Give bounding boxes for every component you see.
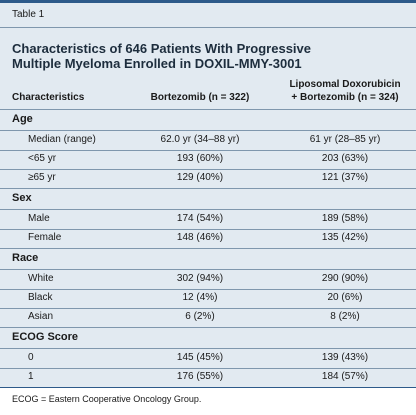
row-rule bbox=[0, 289, 416, 290]
row-rule bbox=[0, 308, 416, 309]
cell: 129 (40%) bbox=[176, 172, 224, 183]
row-rule bbox=[0, 269, 416, 270]
cell: 203 (63%) bbox=[321, 153, 369, 164]
section-heading: Race bbox=[12, 252, 39, 265]
table-title: Multiple Myeloma Enrolled in DOXIL-MMY-3… bbox=[12, 55, 302, 71]
footnote: ECOG = Eastern Cooperative Oncology Grou… bbox=[12, 393, 202, 404]
column-header: + Bortezomib (n = 324) bbox=[291, 92, 399, 103]
cell: 20 (6%) bbox=[327, 292, 363, 303]
cell: 62.0 yr (34–88 yr) bbox=[160, 134, 240, 145]
row-rule bbox=[0, 229, 416, 230]
cell: 145 (45%) bbox=[176, 352, 224, 363]
row-label: Male bbox=[28, 213, 50, 224]
cell: 302 (94%) bbox=[176, 273, 224, 284]
cell: 193 (60%) bbox=[176, 153, 224, 164]
cell: 184 (57%) bbox=[321, 371, 369, 382]
cell: 148 (46%) bbox=[176, 232, 224, 243]
table-panel bbox=[0, 0, 416, 387]
row-label: Female bbox=[28, 232, 62, 243]
column-header: Liposomal Doxorubicin bbox=[289, 79, 401, 90]
cell: 12 (4%) bbox=[182, 292, 218, 303]
cell: 61 yr (28–85 yr) bbox=[309, 134, 381, 145]
row-rule bbox=[0, 169, 416, 170]
row-rule bbox=[0, 209, 416, 210]
row-label: 0 bbox=[28, 352, 34, 363]
column-header: Characteristics bbox=[12, 92, 85, 103]
section-heading: Sex bbox=[12, 192, 32, 205]
row-rule bbox=[0, 327, 416, 328]
row-rule bbox=[0, 368, 416, 369]
row-label: 1 bbox=[28, 371, 34, 382]
cell: 135 (42%) bbox=[321, 232, 369, 243]
row-label: White bbox=[28, 273, 54, 284]
cell: 176 (55%) bbox=[176, 371, 224, 382]
cell: 121 (37%) bbox=[321, 172, 369, 183]
row-rule bbox=[0, 348, 416, 349]
row-label: <65 yr bbox=[28, 153, 57, 164]
cell: 189 (58%) bbox=[321, 213, 369, 224]
section-heading: Age bbox=[12, 113, 33, 126]
column-header: Bortezomib (n = 322) bbox=[150, 92, 250, 103]
row-label: Black bbox=[28, 292, 53, 303]
row-label: ≥65 yr bbox=[28, 172, 56, 183]
row-rule bbox=[0, 188, 416, 189]
header-rule bbox=[0, 109, 416, 110]
row-rule bbox=[0, 130, 416, 131]
label-rule bbox=[0, 27, 416, 28]
cell: 6 (2%) bbox=[185, 311, 215, 322]
row-rule bbox=[0, 248, 416, 249]
row-label: Asian bbox=[28, 311, 54, 322]
cell: 139 (43%) bbox=[321, 352, 369, 363]
table-title: Characteristics of 646 Patients With Pro… bbox=[12, 40, 311, 56]
row-label: Median (range) bbox=[28, 134, 96, 145]
cell: 174 (54%) bbox=[176, 213, 224, 224]
cell: 290 (90%) bbox=[321, 273, 369, 284]
row-rule bbox=[0, 150, 416, 151]
table-label: Table 1 bbox=[12, 9, 45, 20]
bottom-rule bbox=[0, 387, 416, 388]
section-heading: ECOG Score bbox=[12, 331, 79, 344]
cell: 8 (2%) bbox=[330, 311, 360, 322]
